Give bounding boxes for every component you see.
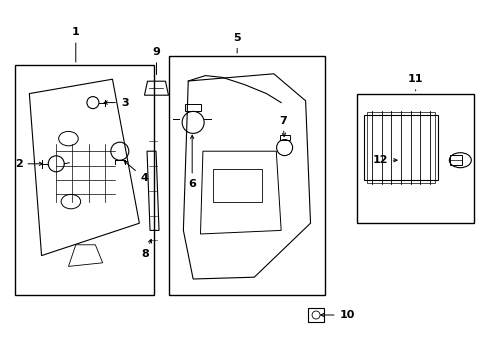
Text: 11: 11	[407, 74, 423, 91]
Text: 6: 6	[188, 135, 196, 189]
Text: 10: 10	[320, 310, 354, 320]
Bar	[279, 135, 289, 140]
Bar	[356, 94, 473, 223]
Bar	[185, 104, 201, 111]
Text: 3: 3	[104, 98, 128, 108]
Text: 9: 9	[152, 47, 160, 75]
Text: 4: 4	[124, 161, 148, 183]
Text: 5: 5	[233, 33, 241, 53]
Bar	[449, 155, 461, 165]
Text: 2: 2	[15, 159, 42, 169]
Text: 8: 8	[142, 239, 151, 259]
Text: 12: 12	[371, 155, 396, 165]
Text: 7: 7	[278, 116, 286, 136]
Bar	[366, 112, 434, 183]
Text: 1: 1	[72, 27, 80, 62]
Bar	[364, 115, 437, 180]
Bar	[307, 308, 324, 322]
Bar	[212, 169, 261, 202]
Bar	[168, 56, 325, 295]
Bar	[15, 65, 154, 295]
